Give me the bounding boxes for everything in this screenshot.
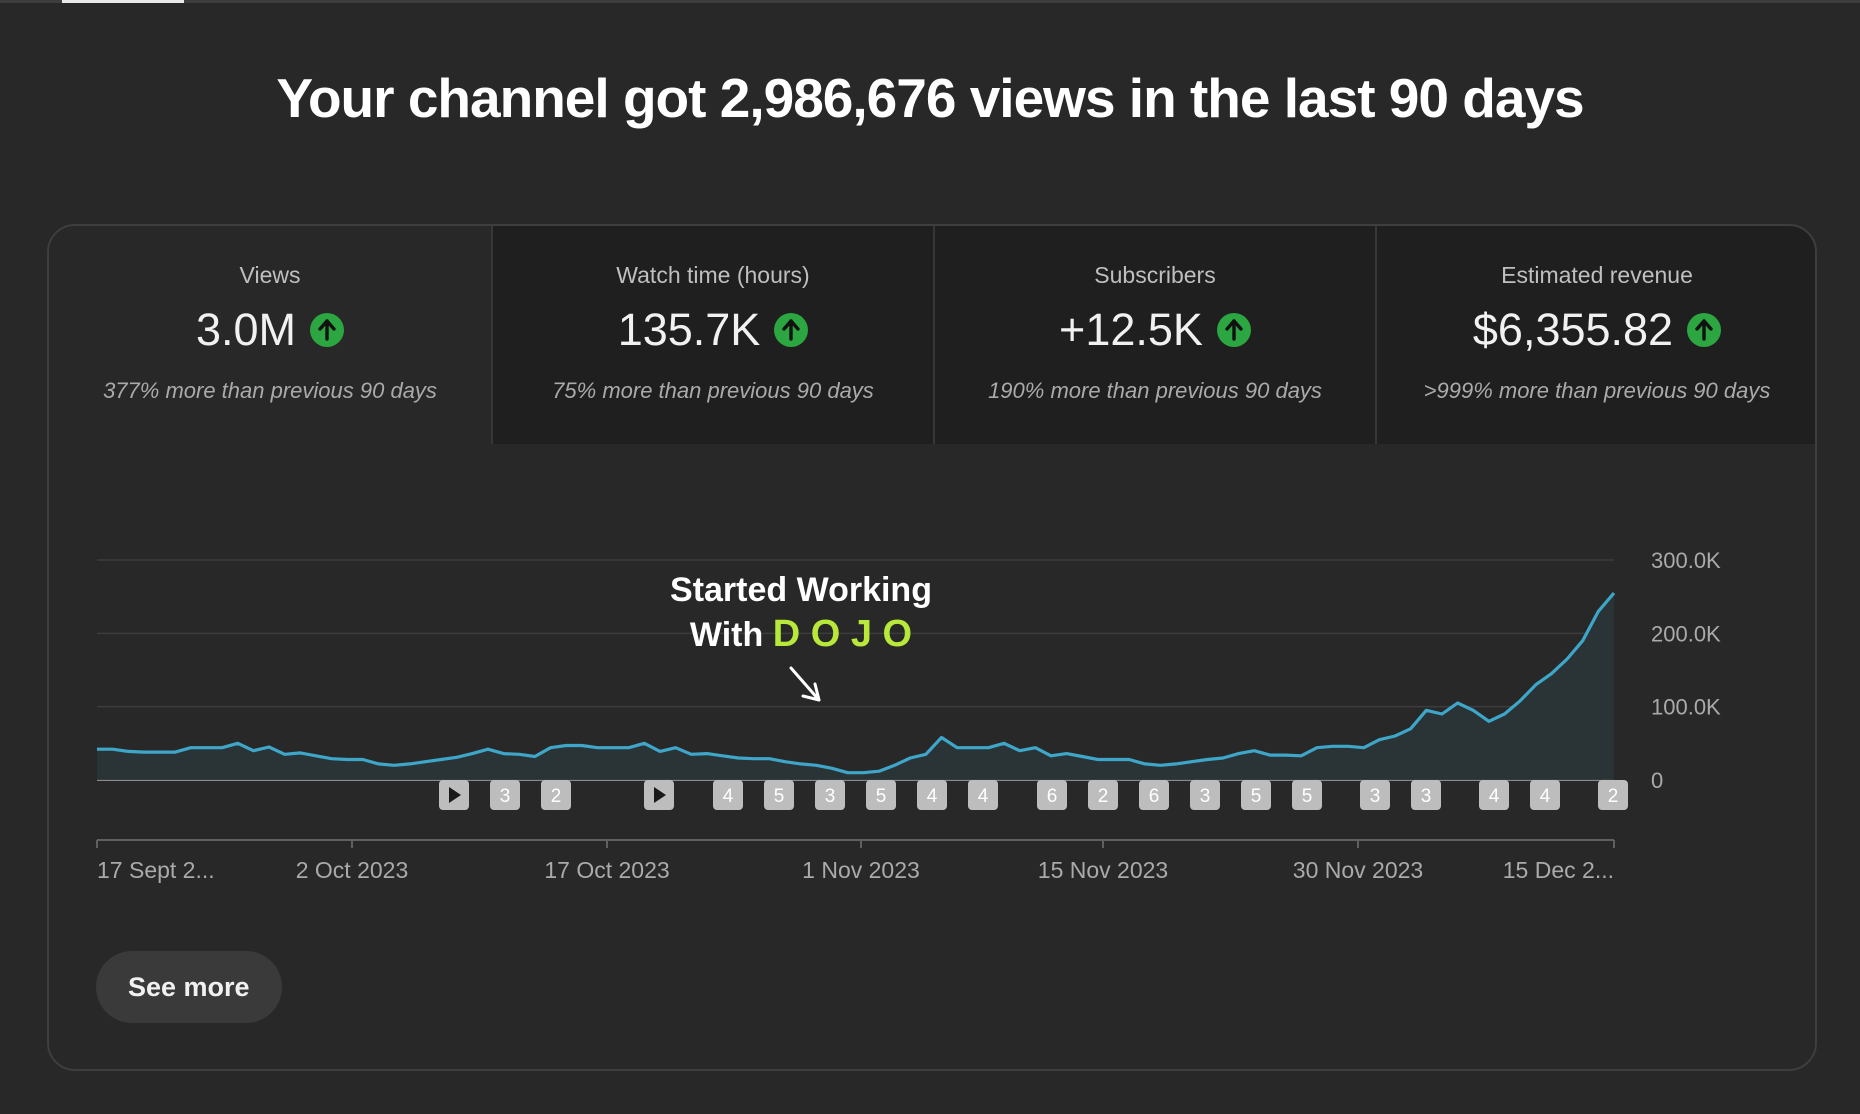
video-marker-count: 3	[1200, 786, 1211, 807]
metric-label: Watch time (hours)	[616, 262, 810, 288]
metric-label: Subscribers	[1094, 262, 1216, 288]
series-line	[97, 591, 1616, 775]
video-marker	[866, 780, 896, 810]
video-marker	[917, 780, 947, 810]
metric-comparison: 75% more than previous 90 days	[552, 378, 874, 403]
video-marker-count: 6	[1149, 786, 1160, 807]
metric-value: 3.0M	[195, 304, 297, 355]
video-marker-count: 5	[1302, 786, 1313, 807]
x-tick-label: 17 Oct 2023	[544, 857, 669, 883]
page-title: Your channel got 2,986,676 views in the …	[276, 67, 1584, 129]
see-more-button[interactable]: See more	[96, 951, 282, 1023]
video-marker	[490, 780, 520, 810]
metric-value: $6,355.82	[1472, 304, 1674, 355]
video-marker	[1292, 780, 1322, 810]
video-marker-count: 5	[876, 786, 887, 807]
video-marker	[764, 780, 794, 810]
video-marker	[1088, 780, 1118, 810]
y-tick-label: 0	[1651, 768, 1663, 793]
video-marker-count: 5	[1251, 786, 1262, 807]
video-marker-count: 3	[1421, 786, 1432, 807]
x-tick-label: 2 Oct 2023	[296, 857, 409, 883]
video-marker	[1037, 780, 1067, 810]
video-marker	[1479, 780, 1509, 810]
arrow-up-icon	[1687, 313, 1722, 347]
metric-value: +12.5K	[1059, 304, 1203, 355]
metric-tab-revenue[interactable]: Estimated revenue $6,355.82 >999% more t…	[1375, 226, 1815, 444]
metric-value: 135.7K	[617, 304, 761, 355]
video-marker	[541, 780, 571, 810]
metric-comparison: >999% more than previous 90 days	[1423, 378, 1771, 403]
annotation-line2: With D O J O	[690, 613, 912, 655]
chart-svg: 300.0K 200.0K 100.0K 0 Started Working With D…	[96, 548, 1721, 883]
metric-tabs: Views 3.0M 377% more than previous 90 da…	[49, 226, 1815, 444]
x-tick-label: 17 Sept 2...	[97, 857, 215, 883]
dojo-brand: D O J O	[773, 613, 912, 655]
video-marker-count: 2	[551, 786, 562, 807]
metric-label: Estimated revenue	[1501, 262, 1693, 288]
metric-comparison: 377% more than previous 90 days	[103, 378, 437, 403]
top-tab-bar	[0, 0, 1860, 3]
video-marker	[1530, 780, 1560, 810]
metric-comparison: 190% more than previous 90 days	[988, 378, 1322, 403]
arrow-up-icon	[774, 313, 809, 347]
metric-label: Views	[239, 262, 301, 288]
video-marker-count: 2	[1098, 786, 1109, 807]
video-marker-count: 4	[723, 786, 734, 807]
video-marker	[968, 780, 998, 810]
video-marker-count: 2	[1608, 786, 1619, 807]
x-tick-label: 15 Dec 2...	[1503, 857, 1614, 883]
arrow-up-icon	[310, 313, 345, 347]
video-marker	[1241, 780, 1271, 810]
video-marker-count: 4	[1489, 786, 1500, 807]
video-marker	[713, 780, 743, 810]
video-marker-count: 3	[500, 786, 511, 807]
annotation-line1: Started Working	[670, 571, 932, 609]
video-marker-count: 5	[774, 786, 785, 807]
x-tick-label: 15 Nov 2023	[1038, 857, 1168, 883]
annotation-with: With	[690, 616, 773, 654]
x-tick-label: 1 Nov 2023	[802, 857, 920, 883]
x-tick-label: 30 Nov 2023	[1293, 857, 1423, 883]
active-tab-indicator	[62, 0, 184, 3]
video-marker-count: 4	[1540, 786, 1551, 807]
play-icon	[654, 787, 666, 803]
video-marker	[1139, 780, 1169, 810]
y-tick-label: 300.0K	[1651, 548, 1721, 573]
video-marker	[1190, 780, 1220, 810]
metric-tab-watch-time[interactable]: Watch time (hours) 135.7K 75% more than …	[491, 226, 933, 444]
overview-card: Views 3.0M 377% more than previous 90 da…	[47, 224, 1817, 1071]
metric-tab-subscribers[interactable]: Subscribers +12.5K 190% more than previo…	[933, 226, 1375, 444]
annotation-arrow-icon	[789, 666, 821, 702]
metric-tab-views[interactable]: Views 3.0M 377% more than previous 90 da…	[49, 226, 491, 444]
video-marker-count: 3	[1370, 786, 1381, 807]
series-area	[97, 593, 1614, 780]
video-marker	[1411, 780, 1441, 810]
video-marker	[815, 780, 845, 810]
y-tick-label: 200.0K	[1651, 621, 1721, 646]
arrow-up-icon	[1216, 313, 1251, 347]
play-icon	[449, 787, 461, 803]
y-tick-label: 100.0K	[1651, 695, 1721, 720]
video-marker-count: 3	[825, 786, 836, 807]
views-chart[interactable]: 300.0K 200.0K 100.0K 0 Started Working With D…	[49, 444, 1815, 924]
video-marker-count: 4	[927, 786, 938, 807]
video-marker-count: 6	[1047, 786, 1058, 807]
video-marker	[1360, 780, 1390, 810]
video-marker-count: 4	[978, 786, 989, 807]
video-marker	[1598, 780, 1628, 810]
